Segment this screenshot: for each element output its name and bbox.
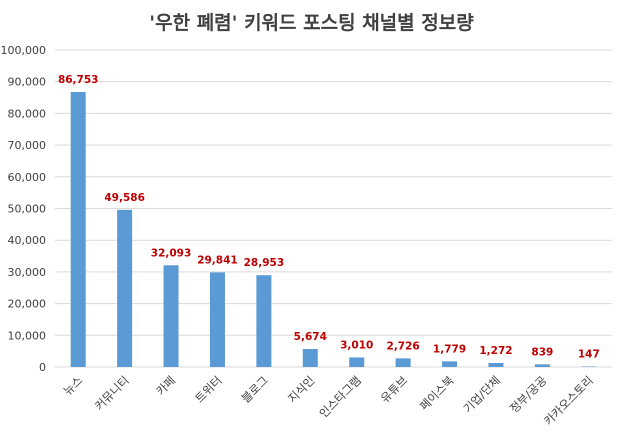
x-tick-label: 유튜브 [378,373,410,405]
data-label: 1,272 [479,345,512,357]
bar [70,91,86,368]
data-label: 3,010 [340,339,373,351]
bar [395,358,411,367]
y-tick-label: 40,000 [8,234,47,247]
y-tick-label: 20,000 [8,298,47,311]
data-label: 5,674 [294,331,327,343]
bar [209,272,225,367]
x-axis-ticks: 뉴스 커뮤니티 카페 트위터 블로그 지식인 인스타그램 유튜브 페이스북 기업/단체 정부/공공카… [60,373,595,428]
y-tick-label: 70,000 [8,139,47,152]
bar [256,275,272,367]
data-label: 1,779 [433,343,466,355]
data-label: 86,753 [58,74,99,86]
data-label: 29,841 [197,254,238,266]
y-tick-label: 60,000 [8,171,47,184]
data-label: 839 [531,346,553,358]
data-label: 49,586 [104,192,145,204]
bar [442,361,458,367]
y-tick-label: 50,000 [8,203,47,216]
x-tick-label: 지식인 [285,373,317,405]
bar [117,209,133,367]
bar [163,265,179,367]
y-tick-label: 0 [39,361,46,374]
x-tick-label: 페이스북 [417,373,457,413]
data-labels: 86,753 49,586 32,093 29,841 28,953 5,674 3,010… [58,74,600,361]
x-tick-label: 뉴스 [60,373,85,398]
data-label: 147 [578,349,600,361]
y-tick-label: 10,000 [8,329,47,342]
gridlines [55,49,612,368]
data-label: 28,953 [244,257,285,269]
x-tick-label: 트위터 [192,373,224,405]
x-tick-label: 커뮤니티 [92,373,132,413]
y-axis-ticks: 0 10,000 20,000 30,000 40,000 50,000 60,000 70,… [1,44,47,374]
y-tick-label: 80,000 [8,107,47,120]
y-tick-label: 30,000 [8,266,47,279]
x-tick-label: 정부/공공 [507,373,550,416]
x-tick-label: 카페 [153,373,178,398]
data-label: 2,726 [387,340,420,352]
bar [349,357,365,367]
x-tick-label: 블로그 [239,373,271,405]
bar [534,364,550,367]
x-tick-label: 기업/단체 [461,373,504,416]
data-label: 32,093 [151,247,192,259]
y-tick-label: 100,000 [1,44,47,57]
x-tick-label: 인스타그램 [317,373,364,420]
bar [488,362,504,367]
bars [70,91,597,368]
bar [302,349,318,367]
y-tick-label: 90,000 [8,76,47,89]
chart-title: '우한 폐렴' 키워드 포스팅 채널별 정보량 [149,12,474,34]
x-tick-label: 카카오스토리 [541,373,596,428]
